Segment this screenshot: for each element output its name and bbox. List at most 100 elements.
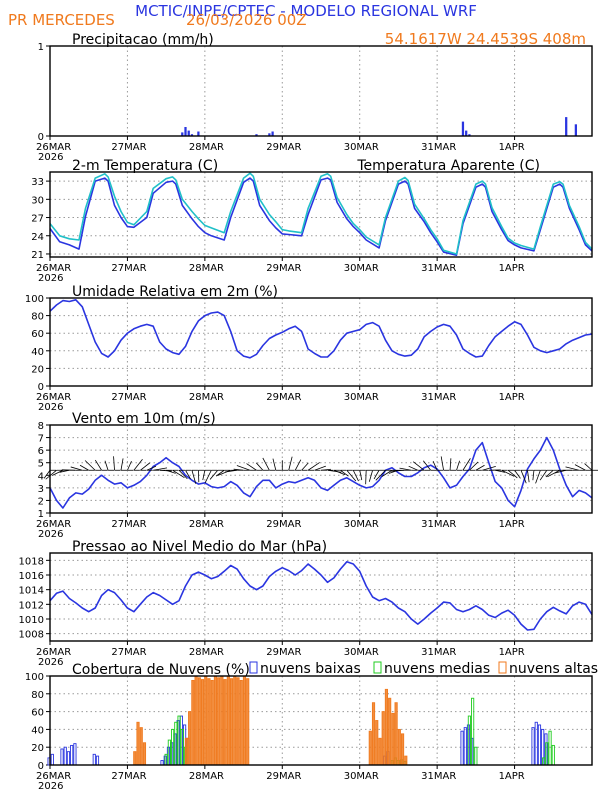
humidity-title: Umidade Relativa em 2m (%) (72, 284, 278, 300)
wind-barb (204, 470, 212, 484)
cloud-bar-2 (223, 679, 227, 766)
precip-xtick-label: 26MAR (36, 142, 71, 153)
wind-barb (61, 469, 76, 471)
precip-xtick-label: 27MAR (111, 142, 146, 153)
wind-barb (120, 458, 124, 471)
wind-xtick-label: 1APR (499, 519, 525, 530)
wind-barb (225, 469, 238, 473)
precip-xtick-label: 30MAR (344, 142, 379, 153)
precip-bar (255, 134, 258, 136)
cloud-bar-0 (460, 730, 464, 766)
pressure-panel (46, 552, 593, 645)
cloud-bar-2 (384, 688, 389, 766)
cloud-bar-2 (368, 730, 372, 766)
humidity-ytick-label: 100 (25, 294, 44, 305)
wind-barb (352, 470, 359, 482)
wind-barb (520, 470, 527, 484)
wind-barb (527, 470, 530, 483)
wind-barb (70, 466, 83, 471)
wind-barb (456, 460, 460, 471)
cloud-bar-1 (548, 730, 552, 766)
wind-barb (432, 460, 438, 471)
cloud-bar-0 (66, 751, 71, 766)
humidity-ytick-label: 80 (31, 312, 44, 323)
wind-barb (584, 463, 593, 471)
cloud-bar-2 (200, 679, 205, 766)
precip-bar (184, 127, 187, 136)
precip-xtick-label: 29MAR (266, 142, 301, 153)
wind-barb (209, 469, 219, 480)
wind-barb (104, 460, 109, 471)
wind-ytick-label: 6 (38, 446, 44, 457)
cloud-bar-0 (50, 753, 54, 766)
clouds-year-label: 2026 (38, 781, 63, 792)
temp-legend-apparent: Temperatura Aparente (C) (356, 158, 540, 174)
wind-barb (294, 459, 302, 471)
temp-xtick-label: 29MAR (266, 263, 301, 274)
cloud-bar-2 (191, 680, 195, 766)
temp-series-line (49, 172, 593, 255)
header-coords: 54.1617W 24.4539S 408m (385, 30, 586, 48)
cloud-bar-2 (375, 720, 379, 766)
precip-bar (465, 130, 468, 136)
cloud-bar-2 (400, 733, 405, 766)
temp-ytick-label: 21 (31, 250, 44, 261)
cloud-bar-0 (60, 748, 64, 766)
temp-xtick-label: 26MAR (36, 263, 71, 274)
cloud-bar-2 (213, 675, 218, 766)
precip-bar (565, 117, 568, 136)
wind-title: Vento em 10m (m/s) (72, 411, 216, 427)
precip-bar (461, 121, 465, 136)
pressure-ytick-label: 1016 (19, 571, 44, 582)
cloud-bar-2 (378, 737, 382, 766)
wind-barb (482, 466, 496, 471)
wind-barb (390, 469, 405, 472)
humidity-panel (46, 297, 593, 390)
clouds-ytick-label: 40 (31, 725, 44, 736)
wind-barb (514, 470, 521, 479)
wind-ytick-label: 7 (38, 434, 44, 445)
humidity-ytick-label: 40 (31, 347, 44, 358)
clouds-xtick-label: 1APR (499, 771, 525, 782)
temp-xtick-label: 30MAR (344, 263, 379, 274)
wind-barb (146, 465, 157, 471)
wind-xtick-label: 31MAR (421, 519, 456, 530)
cloud-legend-label-2: nuvens altas (509, 661, 598, 677)
temp-xtick-label: 28MAR (189, 263, 224, 274)
cloud-legend-swatch-2 (498, 661, 507, 674)
wind-xtick-label: 26MAR (36, 519, 71, 530)
header-city: PR MERCEDES (8, 11, 115, 29)
wind-barb (166, 469, 176, 474)
header-date: 26/03/2026 00Z (186, 11, 307, 29)
precip-bar (468, 134, 471, 136)
clouds-xtick-label: 27MAR (111, 771, 146, 782)
cloud-bar-2 (239, 680, 243, 766)
wind-barb (246, 463, 257, 471)
temp-panel (46, 171, 593, 261)
wind-barb (532, 470, 535, 481)
cloud-bar-2 (242, 675, 247, 766)
precip-panel (46, 45, 593, 140)
cloud-bar-2 (217, 677, 221, 766)
humidity-xtick-label: 28MAR (189, 392, 224, 403)
wind-barb (272, 458, 277, 471)
wind-barb (140, 462, 151, 471)
wind-barb (233, 468, 244, 471)
wind-barb (178, 469, 188, 480)
precip-bar (268, 133, 271, 136)
wind-barb (133, 458, 143, 471)
wind-ytick-label: 8 (38, 421, 44, 432)
cloud-bar-0 (534, 721, 538, 766)
clouds-ytick-label: 60 (31, 708, 44, 719)
humidity-ytick-label: 20 (31, 364, 44, 375)
wind-barb (45, 469, 57, 480)
cloud-bar-2 (394, 702, 398, 766)
pressure-frame (49, 552, 593, 642)
wind-barb (153, 467, 168, 471)
cloud-bar-1 (474, 746, 478, 766)
wind-year-label: 2026 (38, 529, 63, 540)
wind-barb (381, 469, 393, 477)
cloud-bar-2 (236, 677, 240, 766)
wind-barb (215, 469, 225, 477)
